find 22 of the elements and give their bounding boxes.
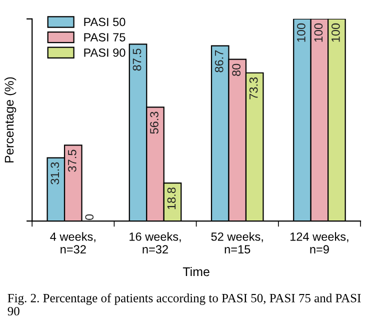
data-label: 0 <box>85 214 94 220</box>
x-tick-label: 52 weeks, n=15 <box>211 232 263 254</box>
data-label: 100 <box>314 23 323 42</box>
data-label: 18.8 <box>167 188 176 210</box>
x-tick-label: 4 weeks, n=32 <box>50 232 96 254</box>
data-label: 31.3 <box>50 162 60 184</box>
data-label: 56.3 <box>150 112 158 134</box>
data-label: 100 <box>297 23 306 42</box>
data-label: 100 <box>332 23 340 42</box>
legend-label: PASI 75 <box>84 33 126 42</box>
caption: Fig. 2. Percentage of patients according to PASI 50, PASI 75 and PASI 90 <box>8 293 361 316</box>
legend-label: PASI 50 <box>84 18 126 26</box>
data-label: 80 <box>232 64 241 76</box>
y-axis-title: Percentage (%) <box>4 77 16 162</box>
x-tick-label: 16 weeks, n=32 <box>130 232 181 254</box>
x-axis-title: Time <box>182 266 210 276</box>
data-label: 73.3 <box>249 77 258 100</box>
data-label: 87.5 <box>132 48 142 71</box>
x-tick-label: 124 weeks, n=9 <box>290 232 348 254</box>
data-label: 37.5 <box>68 150 76 172</box>
data-label: 86.7 <box>214 50 224 72</box>
legend-label: PASI 90 <box>84 48 126 57</box>
